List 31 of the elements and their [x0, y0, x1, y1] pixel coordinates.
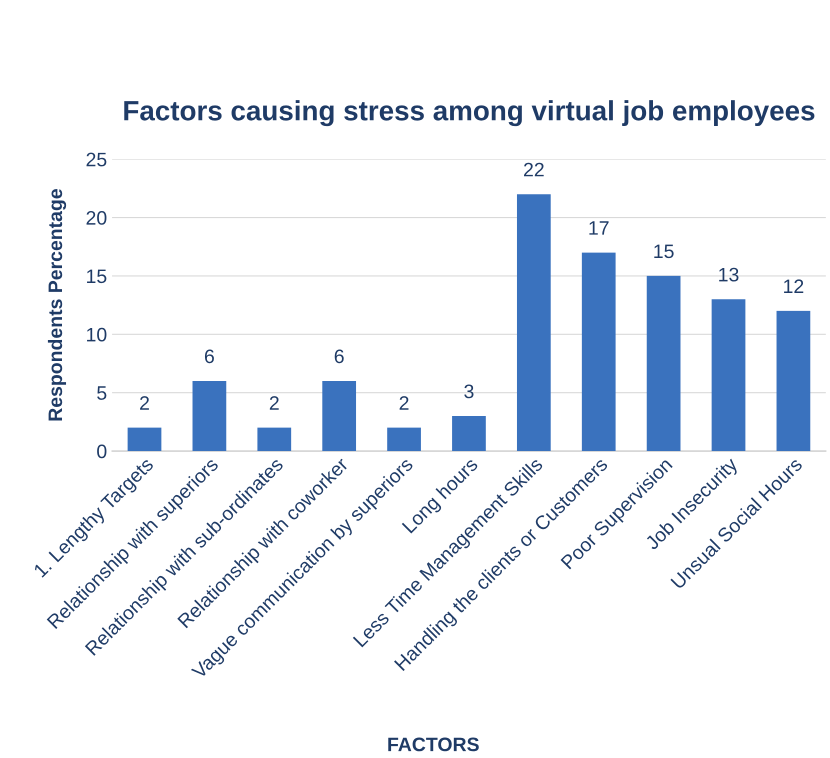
y-axis-title: Respondents Percentage	[48, 189, 66, 420]
y-tick-label: 10	[87, 328, 106, 342]
y-tick-label: 15	[87, 270, 106, 284]
bar	[582, 252, 616, 452]
bar	[322, 380, 356, 452]
data-label: 6	[204, 349, 214, 364]
data-label: 22	[524, 162, 544, 176]
bar	[776, 310, 810, 452]
data-label: 17	[589, 221, 609, 235]
bar	[192, 380, 226, 452]
data-label: 2	[400, 396, 408, 410]
y-tick-label: 0	[97, 444, 106, 458]
bar	[128, 428, 162, 452]
data-label: 6	[334, 349, 344, 364]
bar	[452, 416, 486, 452]
y-tick-label: 20	[86, 211, 106, 225]
x-axis-title: FACTORS	[388, 738, 479, 752]
data-label: 15	[654, 244, 674, 258]
bar	[646, 276, 680, 452]
data-label: 3	[464, 384, 474, 398]
y-tick-label: 25	[86, 152, 106, 166]
data-label: 2	[140, 396, 149, 410]
data-label: 2	[270, 396, 279, 410]
data-label: 12	[784, 279, 804, 294]
bar	[712, 299, 746, 452]
bar	[257, 428, 292, 452]
chart-title: Factors causing stress among virtual job employees	[124, 100, 814, 126]
data-label: 13	[719, 268, 738, 282]
bar	[516, 194, 551, 452]
y-tick-label: 5	[97, 386, 106, 400]
bar	[387, 428, 421, 452]
